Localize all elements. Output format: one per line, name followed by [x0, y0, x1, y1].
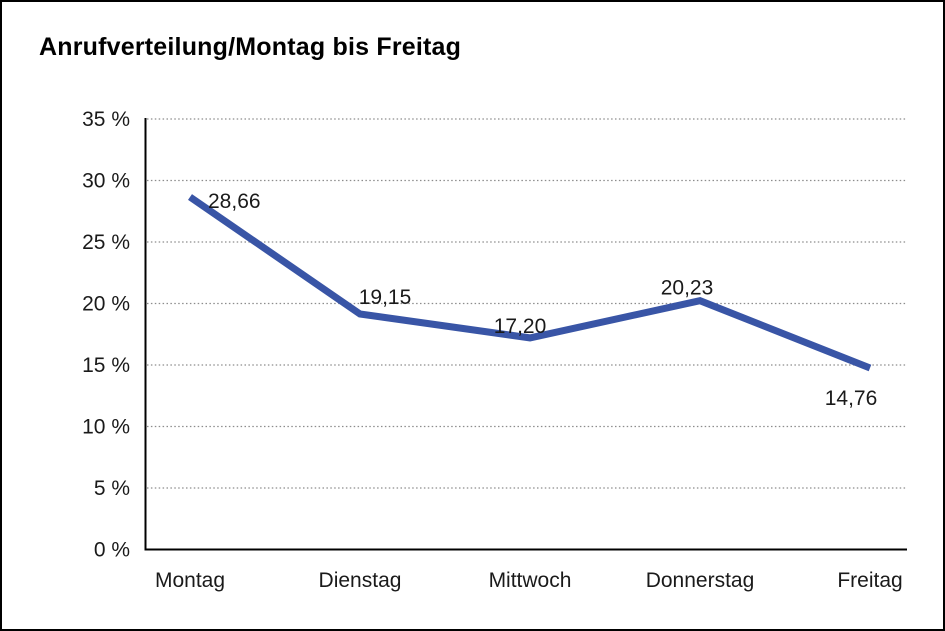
- x-category-label: Freitag: [837, 569, 902, 592]
- chart-title: Anrufverteilung/Montag bis Freitag: [39, 33, 462, 61]
- x-category-label: Donnerstag: [646, 569, 755, 592]
- y-tick-label: 35 %: [82, 108, 130, 131]
- x-category-label: Dienstag: [319, 569, 402, 592]
- x-category-label: Montag: [155, 569, 225, 592]
- y-tick-label: 25 %: [82, 231, 130, 254]
- y-tick-label: 20 %: [82, 293, 130, 316]
- data-label: 20,23: [661, 277, 714, 300]
- y-tick-label: 10 %: [82, 416, 130, 439]
- data-label: 19,15: [359, 286, 412, 309]
- y-tick-label: 30 %: [82, 170, 130, 193]
- series-line: [188, 194, 872, 372]
- data-label: 14,76: [825, 387, 878, 410]
- y-tick-label: 15 %: [82, 354, 130, 377]
- y-tick-label: 5 %: [94, 477, 130, 500]
- x-category-label: Mittwoch: [489, 569, 572, 592]
- data-label: 28,66: [208, 190, 261, 213]
- y-tick-label: 0 %: [94, 539, 130, 562]
- data-label: 17,20: [494, 315, 547, 338]
